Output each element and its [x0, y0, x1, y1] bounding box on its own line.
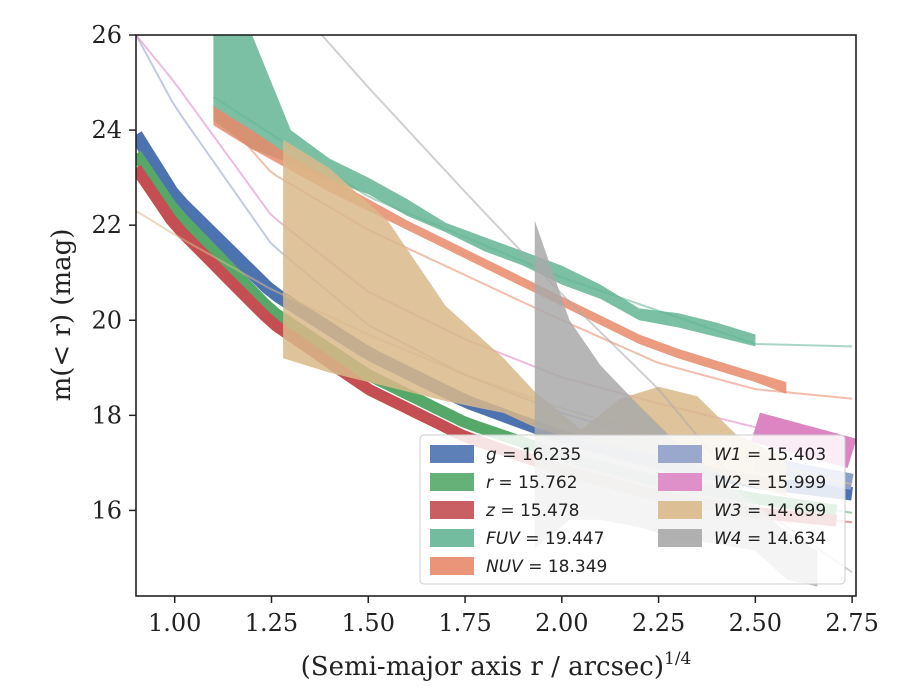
legend-swatch [658, 473, 702, 491]
legend-swatch [430, 557, 474, 575]
legend-band-name: W3 [714, 501, 742, 521]
legend-band-name: g [486, 445, 497, 465]
legend-band-value: = 14.699 [742, 501, 827, 521]
legend-swatch [430, 473, 474, 491]
legend-item-w4: W4 = 14.634 [658, 529, 826, 549]
legend-swatch [430, 445, 474, 463]
legend-label: FUV = 19.447 [486, 529, 604, 549]
x-axis-label-exponent: 1/4 [664, 649, 691, 669]
legend-swatch [658, 529, 702, 547]
legend-band-value: = 19.447 [520, 529, 605, 549]
y-axis-label: m(< r) (mag) [47, 229, 77, 402]
y-tick-label: 16 [91, 496, 122, 524]
legend-label: z = 15.478 [485, 501, 579, 521]
legend-band-name: W4 [714, 529, 742, 549]
legend-label: W3 = 14.699 [714, 501, 826, 521]
x-tick-label: 2.50 [729, 609, 782, 637]
legend-band-value: = 18.349 [523, 557, 608, 577]
legend-label: W2 = 15.999 [714, 473, 826, 493]
x-tick-label: 1.00 [148, 609, 201, 637]
y-tick-label: 26 [91, 21, 122, 49]
y-axis: 16 18 20 22 24 26 [91, 21, 136, 524]
legend-swatch [658, 501, 702, 519]
legend-band-value: = 15.403 [742, 445, 827, 465]
legend-band-value: = 14.634 [742, 529, 827, 549]
legend-band-name: W2 [714, 473, 742, 493]
legend-item-fuv: FUV = 19.447 [430, 529, 604, 549]
x-tick-label: 1.75 [438, 609, 491, 637]
y-tick-label: 22 [91, 211, 122, 239]
legend-swatch [658, 445, 702, 463]
x-tick-label: 1.25 [245, 609, 298, 637]
legend-item-w3: W3 = 14.699 [658, 501, 826, 521]
x-axis-label-text: (Semi-major axis r / arcsec) [301, 652, 664, 682]
x-tick-label: 2.75 [825, 609, 878, 637]
band-w3 [283, 139, 787, 497]
legend-band-value: = 15.999 [742, 473, 827, 493]
legend-swatch [430, 529, 474, 547]
legend-band-name: W1 [714, 445, 742, 465]
legend-band-value: = 15.762 [493, 473, 578, 493]
legend-item-z: z = 15.478 [430, 501, 579, 521]
legend-item-r: r = 15.762 [430, 473, 578, 493]
legend-item-nuv: NUV = 18.349 [430, 557, 607, 577]
legend-band-name: z [485, 501, 496, 521]
legend-label: W1 = 15.403 [714, 445, 826, 465]
x-axis-label: (Semi-major axis r / arcsec)1/4 [301, 649, 692, 682]
legend-band-name: r [486, 473, 494, 493]
band-nuv [213, 106, 787, 394]
y-tick-label: 18 [91, 401, 122, 429]
y-tick-label: 20 [91, 306, 122, 334]
plot-frame [135, 34, 857, 597]
legend-box [419, 434, 846, 585]
legend-label: W4 = 14.634 [714, 529, 826, 549]
legend-label: NUV = 18.349 [486, 557, 607, 577]
x-tick-label: 2.25 [632, 609, 685, 637]
legend-band-value: = 16.235 [497, 445, 582, 465]
legend-band-value: = 15.478 [495, 501, 580, 521]
legend-label: g = 16.235 [486, 445, 581, 465]
legend-label: r = 15.762 [486, 473, 578, 493]
x-tick-label: 2.00 [535, 609, 588, 637]
legend-item-w1: W1 = 15.403 [658, 445, 826, 465]
x-tick-label: 1.50 [342, 609, 395, 637]
x-axis: 1.00 1.25 1.50 1.75 2.00 2.25 2.50 2.75 [148, 596, 879, 637]
legend-swatch [430, 501, 474, 519]
legend-item-w2: W2 = 15.999 [658, 473, 826, 493]
legend-band-name: FUV [486, 529, 521, 549]
legend-band-name: NUV [486, 557, 524, 577]
legend-item-g: g = 16.235 [430, 445, 581, 465]
y-tick-label: 24 [91, 116, 122, 144]
